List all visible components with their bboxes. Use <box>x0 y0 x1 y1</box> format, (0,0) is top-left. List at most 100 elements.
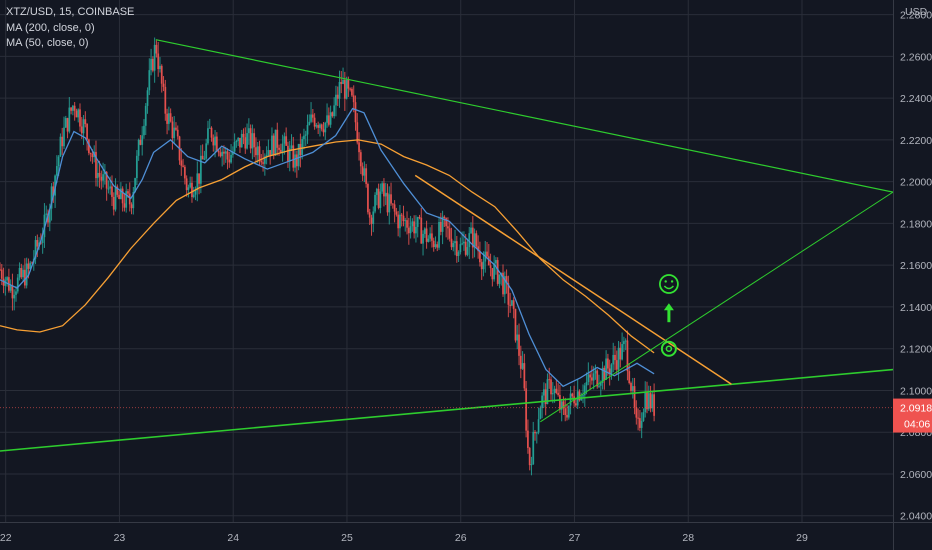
candle-body <box>327 115 330 125</box>
candle-body <box>356 122 359 143</box>
candle-body <box>79 109 81 127</box>
candle-body <box>438 221 440 248</box>
candle-body <box>375 188 378 195</box>
x-tick-label: 24 <box>227 532 239 544</box>
candle-body <box>338 81 341 99</box>
candle-body <box>16 277 19 292</box>
candle-body <box>381 183 384 192</box>
candle-body <box>322 129 325 133</box>
candle-body <box>139 139 142 145</box>
candle-body <box>614 354 616 361</box>
last-price-value: 2.0918 <box>900 403 932 415</box>
orange-trendline[interactable] <box>414 174 732 385</box>
candle-body <box>342 79 344 85</box>
y-tick-label: 2.2600 <box>900 51 932 63</box>
candle-body <box>429 233 432 239</box>
ma50-line <box>0 107 655 388</box>
candle-body <box>144 105 147 126</box>
candle-body <box>192 194 195 198</box>
candle-body <box>349 88 352 90</box>
legend-ma200[interactable]: MA (200, close, 0) <box>6 21 95 34</box>
candle-body <box>615 360 618 370</box>
candle-body <box>409 226 412 234</box>
legend-symbol[interactable]: XTZ/USD, 15, COINBASE <box>6 6 135 18</box>
candle-body <box>201 155 204 160</box>
smiley-eye-icon <box>670 280 674 283</box>
candle-body <box>36 240 39 247</box>
smiley-icon[interactable] <box>658 274 679 294</box>
time-axis[interactable] <box>0 522 932 550</box>
candle-body <box>559 394 561 410</box>
candle-body <box>224 151 227 154</box>
candle-body <box>519 355 522 369</box>
candle-body <box>240 133 243 148</box>
candle-body <box>233 142 236 152</box>
candle-body <box>221 151 224 157</box>
candle-body <box>253 133 256 148</box>
candle-body <box>450 238 453 248</box>
candle-body <box>473 233 476 248</box>
candle-body <box>66 118 69 132</box>
candle-body <box>111 186 113 197</box>
candle-body <box>475 233 478 247</box>
candle-body <box>217 150 220 153</box>
candle-body <box>498 274 501 284</box>
candle-body <box>443 216 446 219</box>
candle-body <box>194 190 197 195</box>
candle-body <box>393 204 396 212</box>
candle-body <box>315 125 318 127</box>
candle-body <box>212 137 215 146</box>
candle-body <box>272 135 275 156</box>
candle-body <box>48 208 51 223</box>
candle-body <box>638 418 641 428</box>
candle-body <box>27 263 30 269</box>
candle-body <box>621 344 624 360</box>
price-axis[interactable] <box>893 0 932 550</box>
candle-body <box>470 227 472 234</box>
trend-drawings[interactable] <box>0 39 894 452</box>
candle-body <box>619 347 622 360</box>
candle-body <box>365 168 368 184</box>
candle-body <box>482 261 485 270</box>
candle-body <box>423 228 426 234</box>
y-tick-label: 2.1600 <box>900 260 932 272</box>
target-circle-icon[interactable] <box>660 340 677 357</box>
candle-body <box>589 374 592 378</box>
candle-body <box>123 203 126 208</box>
candle-body <box>495 260 497 264</box>
candle-body <box>546 379 549 405</box>
candle-body <box>457 252 460 257</box>
candle-body <box>175 127 177 130</box>
candle-body <box>0 269 1 271</box>
candle-body <box>574 403 577 406</box>
y-tick-label: 2.2800 <box>900 10 932 22</box>
candle-body <box>463 241 465 244</box>
candle-body <box>399 214 401 229</box>
rising-trendline[interactable] <box>540 191 894 423</box>
candle-body <box>340 81 343 85</box>
candle-body <box>203 158 206 160</box>
candle-body <box>647 393 650 410</box>
upper-trendline[interactable] <box>155 39 894 193</box>
candle-body <box>363 168 366 176</box>
x-tick-label: 28 <box>682 532 694 544</box>
candle-body <box>75 110 78 118</box>
candle-body <box>521 363 524 369</box>
candle-body <box>308 121 311 126</box>
candle-body <box>415 226 417 234</box>
candle-body <box>605 358 608 380</box>
candle-body <box>263 156 266 164</box>
candle-body <box>539 408 542 420</box>
legend-ma50[interactable]: MA (50, close, 0) <box>6 37 89 49</box>
candle-body <box>345 80 348 99</box>
candle-body <box>276 129 279 148</box>
candle-body <box>235 141 238 143</box>
candle-body <box>55 166 58 176</box>
last-price-tag[interactable] <box>893 398 932 433</box>
lower-trendline[interactable] <box>0 368 894 452</box>
candle-body <box>370 217 373 224</box>
candle-body <box>6 277 9 281</box>
candle-body <box>507 283 510 305</box>
